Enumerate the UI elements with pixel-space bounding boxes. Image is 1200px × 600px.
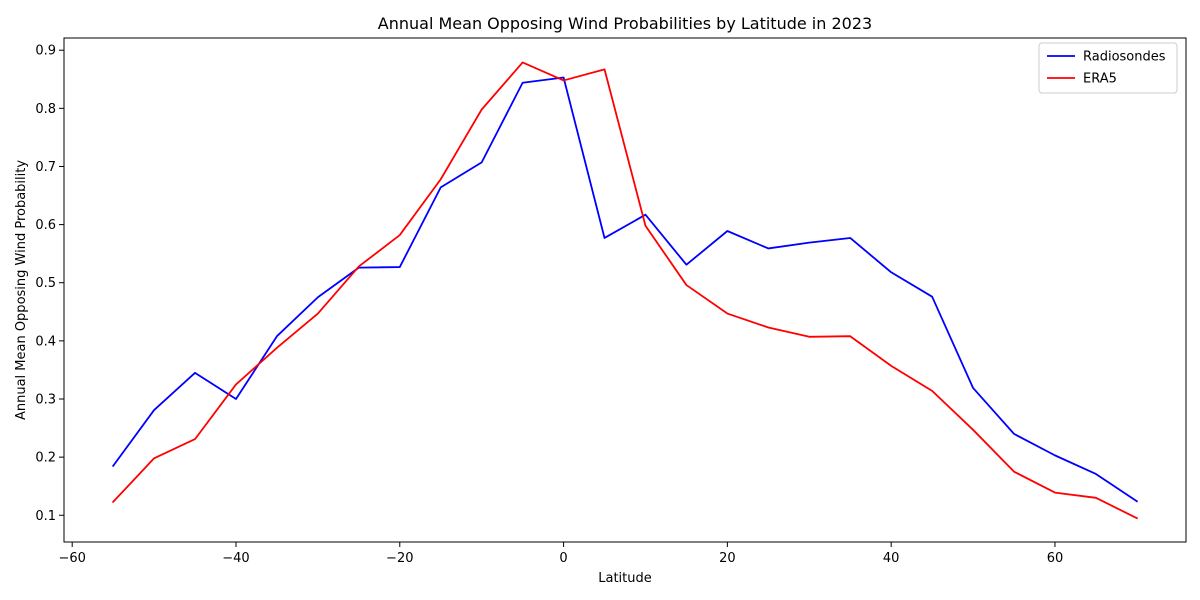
legend-label: ERA5 (1083, 72, 1117, 87)
y-tick-label: 0.6 (35, 218, 56, 233)
y-tick-label: 0.1 (35, 509, 56, 524)
y-tick-label: 0.3 (35, 392, 56, 407)
legend-label: Radiosondes (1083, 50, 1166, 65)
y-tick-label: 0.5 (35, 276, 56, 291)
y-axis: 0.1 0.2 0.3 0.4 0.5 0.6 0.7 0.8 0.9 (35, 44, 64, 524)
series-layer (111, 61, 1139, 520)
x-tick-label: −40 (222, 551, 249, 566)
x-tick-label: −60 (58, 551, 85, 566)
series-line-radiosondes (111, 76, 1139, 503)
plot-frame (63, 37, 1187, 543)
y-tick-label: 0.9 (35, 44, 56, 59)
y-axis-label: Annual Mean Opposing Wind Probability (14, 160, 29, 420)
x-axis-label: Latitude (598, 571, 652, 586)
y-tick-label: 0.7 (35, 160, 56, 175)
x-tick-label: −20 (386, 551, 413, 566)
chart-title: Annual Mean Opposing Wind Probabilities … (378, 14, 872, 33)
y-tick-label: 0.8 (35, 102, 56, 117)
y-tick-label: 0.2 (35, 451, 56, 466)
x-axis: −60 −40 −20 0 20 40 60 (58, 542, 1063, 566)
series-line-era5 (111, 61, 1139, 520)
x-tick-label: 0 (559, 551, 567, 566)
y-tick-label: 0.4 (35, 334, 56, 349)
x-tick-label: 20 (719, 551, 736, 566)
x-tick-label: 40 (883, 551, 900, 566)
legend: Radiosondes ERA5 (1038, 42, 1178, 94)
x-tick-label: 60 (1047, 551, 1064, 566)
